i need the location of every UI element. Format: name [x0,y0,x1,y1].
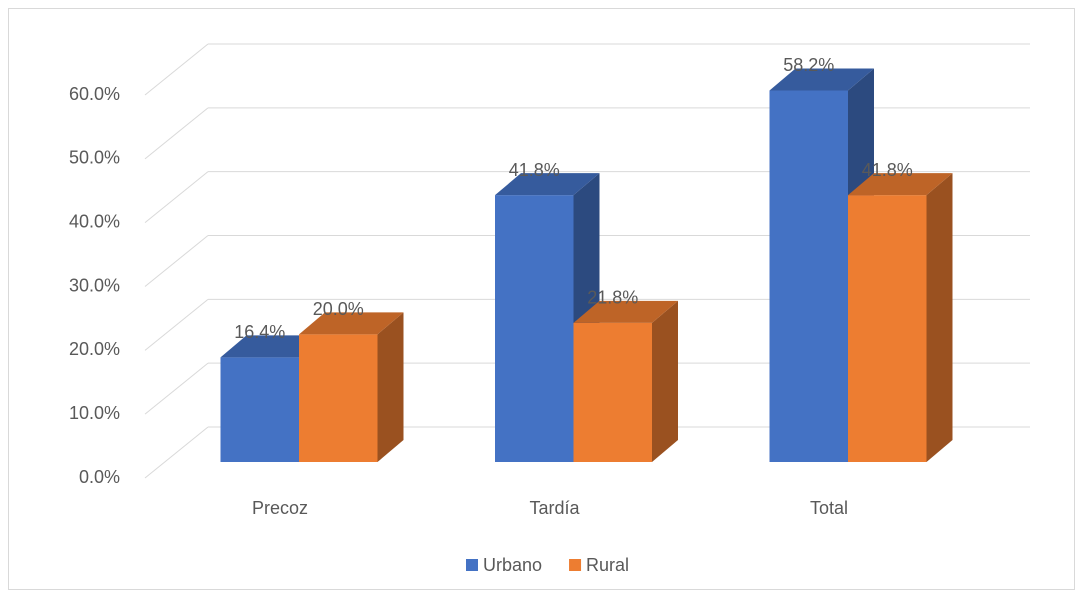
grid-line [144,171,209,224]
bar [848,173,953,462]
data-label: 41.8% [509,160,560,180]
bar-front [495,195,574,462]
data-label: 41.8% [862,160,913,180]
grid-line [144,362,209,415]
bar-front [848,195,927,462]
bar-top [769,68,874,91]
legend-label: Rural [586,555,629,575]
data-label: 58.2% [783,55,834,75]
bar [573,300,678,462]
legend-label: Urbano [483,555,542,575]
grid-line [144,235,209,287]
data-label: 16.4% [234,322,285,342]
y-tick-label: 30.0% [69,275,120,295]
grid-line [144,426,209,479]
x-tick-label: Total [810,498,848,518]
data-label: 21.8% [587,288,638,308]
grid-line [144,43,209,96]
y-tick-label: 10.0% [69,403,120,423]
bar-front [220,357,299,462]
bar-top [299,312,404,335]
legend-swatch [466,559,478,571]
grid-line [144,298,209,351]
bar-side [652,300,678,462]
grid-line [144,107,209,160]
y-tick-label: 0.0% [79,467,120,487]
legend-swatch [569,559,582,571]
bar [299,312,404,462]
bar-front [299,334,378,462]
bar-top [573,300,678,323]
y-tick-label: 40.0% [69,211,120,231]
bar-top [495,173,600,196]
bar-side [377,312,404,462]
y-tick-label: 50.0% [69,148,120,168]
bar-side [926,173,953,462]
bar-top [848,173,953,196]
bar-front [573,322,652,462]
y-tick-label: 20.0% [69,339,120,359]
x-tick-label: Tardía [529,498,580,518]
x-tick-label: Precoz [252,498,308,518]
bar-front [769,90,848,463]
y-tick-label: 60.0% [69,84,120,104]
bar-top [220,335,325,358]
data-label: 20.0% [313,299,364,319]
